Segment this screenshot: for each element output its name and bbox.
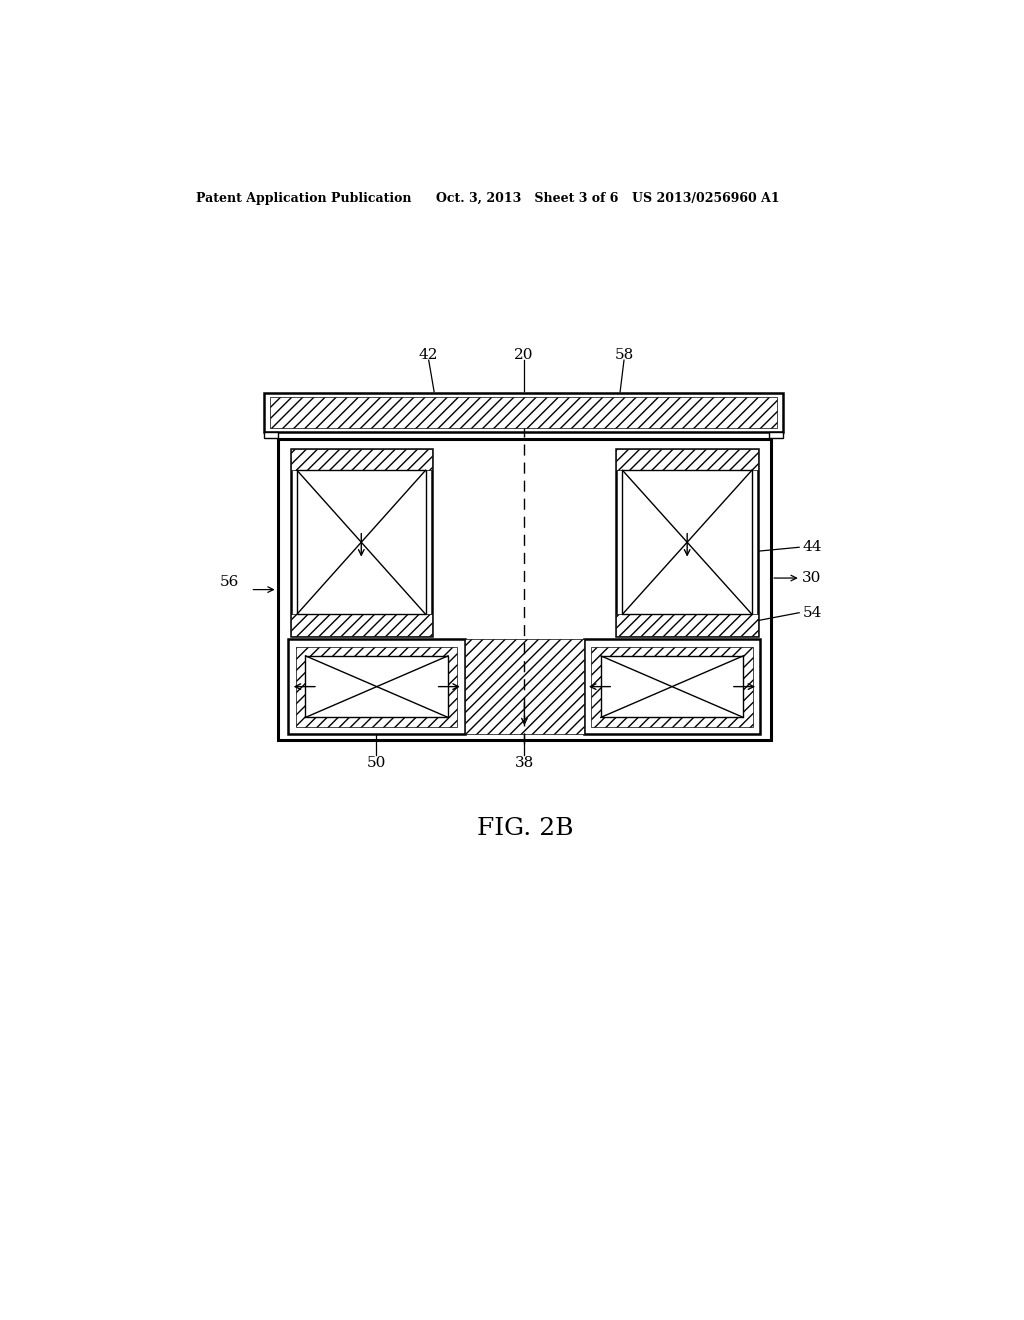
Bar: [465, 639, 584, 734]
Bar: [291, 449, 432, 636]
Text: 44: 44: [802, 540, 821, 554]
Bar: [769, 432, 783, 438]
Text: 54: 54: [802, 606, 821, 619]
Bar: [263, 393, 783, 432]
Text: 38: 38: [514, 756, 534, 770]
Bar: [623, 470, 752, 614]
Bar: [592, 647, 753, 726]
Text: 50: 50: [367, 756, 386, 770]
Bar: [291, 614, 432, 636]
Bar: [584, 639, 761, 734]
Text: Patent Application Publication: Patent Application Publication: [197, 191, 412, 205]
Bar: [263, 432, 278, 438]
Text: 56: 56: [219, 576, 239, 589]
Bar: [289, 639, 465, 734]
Bar: [616, 449, 758, 470]
Text: Oct. 3, 2013   Sheet 3 of 6: Oct. 3, 2013 Sheet 3 of 6: [436, 191, 618, 205]
Text: 30: 30: [802, 572, 821, 585]
Bar: [297, 470, 426, 614]
Bar: [291, 449, 432, 470]
Bar: [601, 656, 743, 718]
Bar: [305, 656, 449, 718]
Bar: [616, 614, 758, 636]
Bar: [278, 440, 771, 739]
Text: 20: 20: [514, 347, 534, 362]
Bar: [296, 647, 458, 726]
Text: 42: 42: [419, 347, 438, 362]
Text: FIG. 2B: FIG. 2B: [476, 817, 573, 840]
Bar: [270, 397, 776, 428]
Text: US 2013/0256960 A1: US 2013/0256960 A1: [632, 191, 779, 205]
Text: 58: 58: [614, 347, 634, 362]
Bar: [616, 449, 758, 636]
